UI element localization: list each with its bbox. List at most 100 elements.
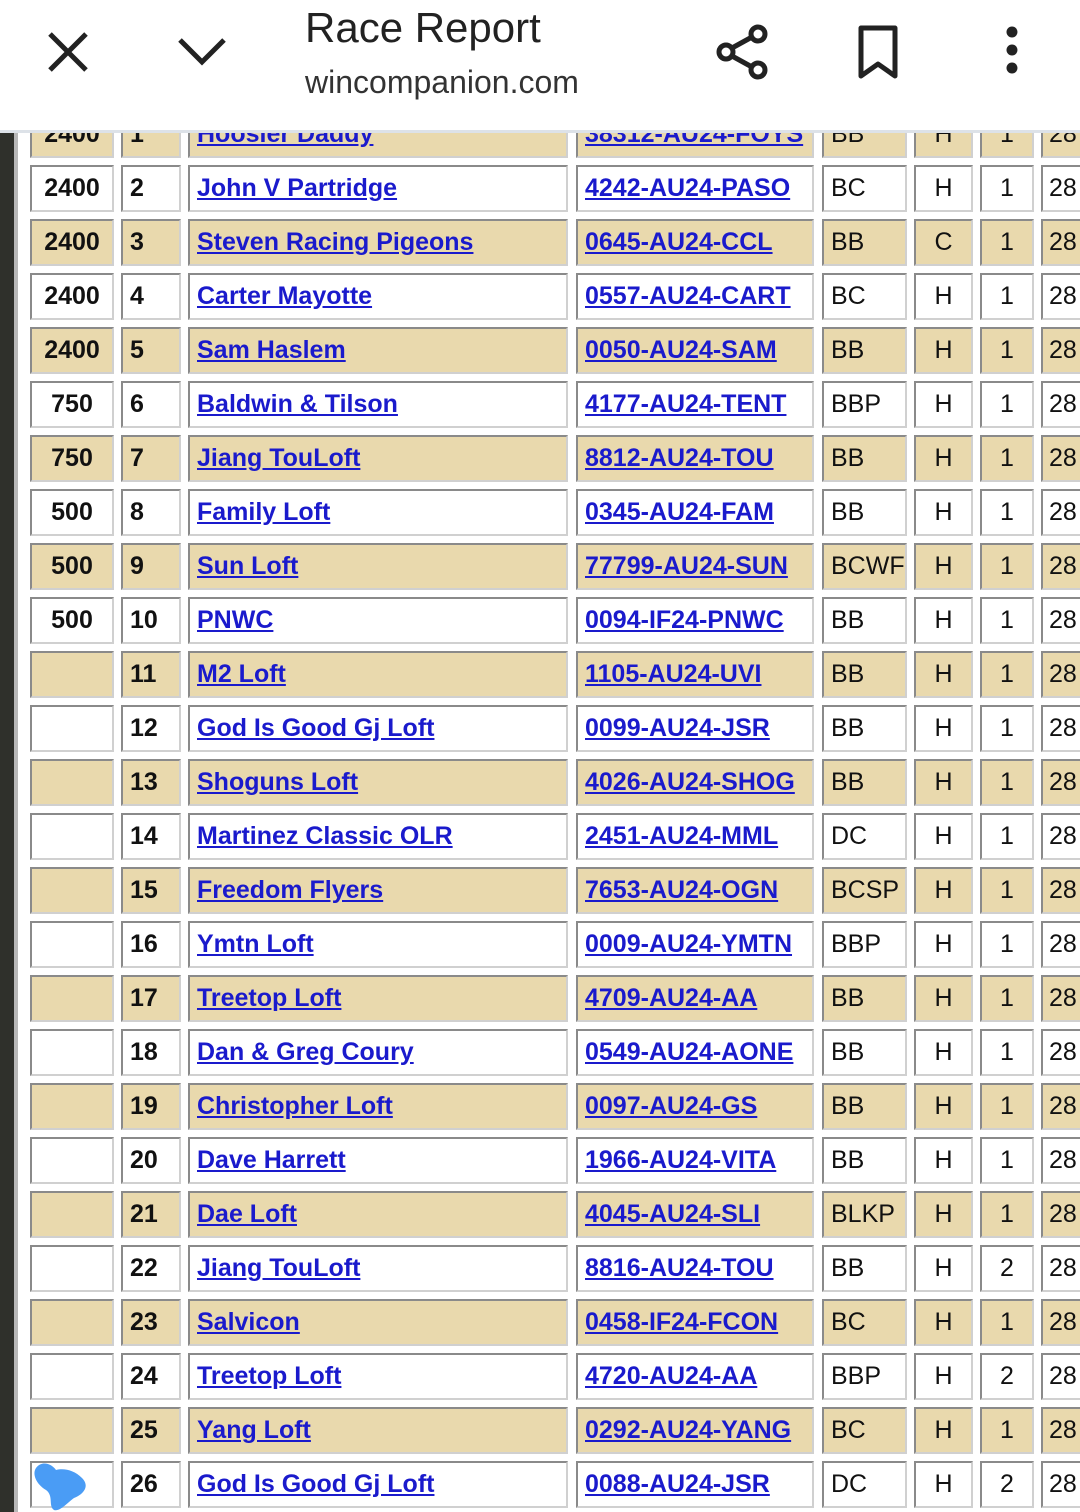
- loft-link[interactable]: Jiang TouLoft: [197, 444, 361, 472]
- loft-link[interactable]: John V Partridge: [197, 174, 398, 202]
- band-link[interactable]: 0549-AU24-AONE: [585, 1038, 794, 1066]
- cell-points: 750: [30, 381, 114, 428]
- cell-band-number: 0557-AU24-CART: [576, 273, 814, 320]
- loft-link[interactable]: Salvicon: [197, 1308, 300, 1336]
- band-link[interactable]: 0099-AU24-JSR: [585, 714, 770, 742]
- cell-entry-count: 1: [980, 867, 1034, 914]
- band-link[interactable]: 0094-IF24-PNWC: [585, 606, 784, 634]
- cell-entry-count: 1: [980, 1137, 1034, 1184]
- loft-link[interactable]: Ymtn Loft: [197, 930, 314, 958]
- cell-place: 11: [121, 651, 181, 698]
- loft-link[interactable]: Steven Racing Pigeons: [197, 228, 474, 256]
- cell-loft-name: M2 Loft: [188, 651, 568, 698]
- loft-link[interactable]: God Is Good Gj Loft: [197, 1470, 435, 1498]
- cell-color: DC: [822, 813, 907, 860]
- cell-band-number: 2451-AU24-MML: [576, 813, 814, 860]
- band-link[interactable]: 4026-AU24-SHOG: [585, 768, 795, 796]
- cell-color: BB: [822, 597, 907, 644]
- loft-link[interactable]: Freedom Flyers: [197, 876, 384, 904]
- band-link[interactable]: 8816-AU24-TOU: [585, 1254, 774, 1282]
- band-link[interactable]: 4720-AU24-AA: [585, 1362, 758, 1390]
- band-link[interactable]: 2451-AU24-MML: [585, 822, 779, 850]
- band-link[interactable]: 7653-AU24-OGN: [585, 876, 779, 904]
- band-link[interactable]: 0097-AU24-GS: [585, 1092, 758, 1120]
- band-link[interactable]: 1966-AU24-VITA: [585, 1146, 777, 1174]
- table-row: 19 Christopher Loft 0097-AU24-GS BB H 1 28: [0, 1083, 1080, 1130]
- cell-color: BBP: [822, 921, 907, 968]
- band-link[interactable]: 0050-AU24-SAM: [585, 336, 777, 364]
- cell-color: BC: [822, 165, 907, 212]
- band-link[interactable]: 0557-AU24-CART: [585, 282, 791, 310]
- loft-link[interactable]: Shoguns Loft: [197, 768, 359, 796]
- loft-link[interactable]: M2 Loft: [197, 660, 286, 688]
- bookmark-icon[interactable]: [846, 20, 910, 84]
- cell-band-number: 8812-AU24-TOU: [576, 435, 814, 482]
- cell-color: BB: [822, 651, 907, 698]
- cell-color: BBP: [822, 1353, 907, 1400]
- loft-link[interactable]: Sun Loft: [197, 552, 299, 580]
- cell-loft-name: Family Loft: [188, 489, 568, 536]
- cell-entry-count: 1: [980, 435, 1034, 482]
- band-link[interactable]: 77799-AU24-SUN: [585, 552, 788, 580]
- cell-band-number: 1105-AU24-UVI: [576, 651, 814, 698]
- loft-link[interactable]: Treetop Loft: [197, 1362, 342, 1390]
- cell-entry-count: 1: [980, 1407, 1034, 1454]
- band-link[interactable]: 0458-IF24-FCON: [585, 1308, 779, 1336]
- loft-link[interactable]: PNWC: [197, 606, 274, 634]
- band-link[interactable]: 4242-AU24-PASO: [585, 174, 791, 202]
- loft-link[interactable]: Dae Loft: [197, 1200, 297, 1228]
- loft-link[interactable]: Sam Haslem: [197, 336, 346, 364]
- band-link[interactable]: 1105-AU24-UVI: [585, 660, 762, 688]
- cell-points: [30, 1083, 114, 1130]
- chevron-down-icon[interactable]: [170, 20, 234, 84]
- cell-place: 6: [121, 381, 181, 428]
- cell-place: 17: [121, 975, 181, 1022]
- table-row: 2400 2 John V Partridge 4242-AU24-PASO BC H 1 2…: [0, 165, 1080, 212]
- loft-link[interactable]: Christopher Loft: [197, 1092, 393, 1120]
- loft-link[interactable]: Yang Loft: [197, 1416, 311, 1444]
- band-link[interactable]: 8812-AU24-TOU: [585, 444, 774, 472]
- band-link[interactable]: 4709-AU24-AA: [585, 984, 758, 1012]
- cell-place: 7: [121, 435, 181, 482]
- band-link[interactable]: 0345-AU24-FAM: [585, 498, 774, 526]
- cell-points: [30, 1407, 114, 1454]
- cell-distance: 28: [1041, 273, 1080, 320]
- band-link[interactable]: 0088-AU24-JSR: [585, 1470, 770, 1498]
- close-icon[interactable]: [36, 20, 100, 84]
- table-row: 750 6 Baldwin & Tilson 4177-AU24-TENT BBP H 1 2…: [0, 381, 1080, 428]
- loft-link[interactable]: Martinez Classic OLR: [197, 822, 453, 850]
- cell-distance: 28: [1041, 543, 1080, 590]
- cell-sex: H: [914, 1353, 973, 1400]
- cell-distance: 28: [1041, 435, 1080, 482]
- band-link[interactable]: 0009-AU24-YMTN: [585, 930, 793, 958]
- band-link[interactable]: 0292-AU24-YANG: [585, 1416, 792, 1444]
- cell-loft-name: Sun Loft: [188, 543, 568, 590]
- loft-link[interactable]: Dave Harrett: [197, 1146, 346, 1174]
- cell-distance: 28: [1041, 1407, 1080, 1454]
- table-row: 2400 5 Sam Haslem 0050-AU24-SAM BB H 1 28: [0, 327, 1080, 374]
- cell-entry-count: 1: [980, 1083, 1034, 1130]
- loft-link[interactable]: Treetop Loft: [197, 984, 342, 1012]
- cell-sex: H: [914, 1245, 973, 1292]
- loft-link[interactable]: Dan & Greg Coury: [197, 1038, 414, 1066]
- more-vert-icon[interactable]: [980, 20, 1044, 84]
- table-row: 500 10 PNWC 0094-IF24-PNWC BB H 1 28: [0, 597, 1080, 644]
- cell-entry-count: 1: [980, 705, 1034, 752]
- cell-band-number: 0009-AU24-YMTN: [576, 921, 814, 968]
- table-row: 15 Freedom Flyers 7653-AU24-OGN BCSP H 1 28: [0, 867, 1080, 914]
- cell-points: 2400: [30, 327, 114, 374]
- loft-link[interactable]: God Is Good Gj Loft: [197, 714, 435, 742]
- band-link[interactable]: 4045-AU24-SLI: [585, 1200, 761, 1228]
- loft-link[interactable]: Carter Mayotte: [197, 282, 373, 310]
- band-link[interactable]: 4177-AU24-TENT: [585, 390, 787, 418]
- cell-loft-name: Yang Loft: [188, 1407, 568, 1454]
- cell-sex: H: [914, 813, 973, 860]
- cell-points: [30, 975, 114, 1022]
- cell-band-number: 4177-AU24-TENT: [576, 381, 814, 428]
- share-icon[interactable]: [710, 20, 774, 84]
- loft-link[interactable]: Family Loft: [197, 498, 331, 526]
- loft-link[interactable]: Baldwin & Tilson: [197, 390, 398, 418]
- band-link[interactable]: 0645-AU24-CCL: [585, 228, 773, 256]
- cell-distance: 28: [1041, 1461, 1080, 1508]
- loft-link[interactable]: Jiang TouLoft: [197, 1254, 361, 1282]
